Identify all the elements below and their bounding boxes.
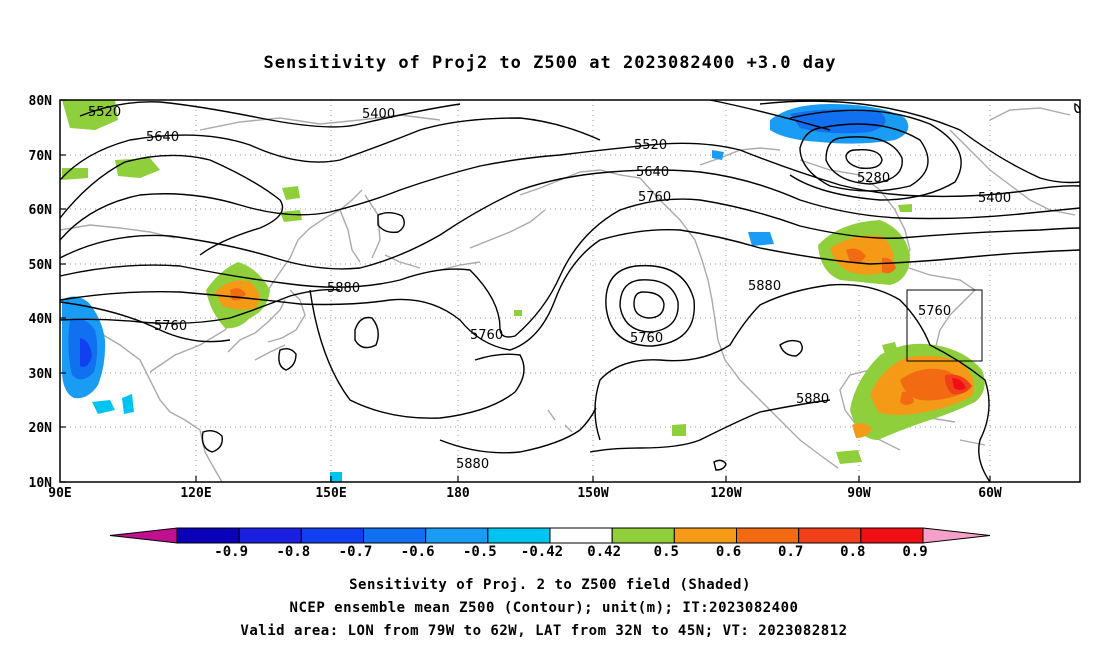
caption-line-1: Sensitivity of Proj. 2 to Z500 field (Sh… xyxy=(349,577,751,593)
lon-tick-labels: 90E 120E 150E 180 150W 120W 90W 60W xyxy=(48,486,1002,501)
contour-label: 5880 xyxy=(748,279,781,294)
sensitivity-shading xyxy=(62,100,985,482)
contour-label: 5520 xyxy=(634,138,667,153)
colorbar-swatch xyxy=(922,527,991,544)
colorbar-swatch xyxy=(549,527,613,544)
colorbar: -0.9 -0.8 -0.7 -0.6 -0.5 -0.42 0.42 0.5 0.6 0.7 0.… xyxy=(109,527,991,560)
lat-label: 10N xyxy=(29,476,53,491)
lat-label: 20N xyxy=(29,421,53,436)
contour-label: 5760 xyxy=(470,328,503,343)
colorbar-swatch xyxy=(300,527,365,544)
colorbar-label: -0.9 xyxy=(214,544,248,560)
figure-title: Sensitivity of Proj2 to Z500 at 20230824… xyxy=(264,53,837,73)
lat-label: 50N xyxy=(29,258,53,273)
contour-label: 5760 xyxy=(918,304,951,319)
coastlines xyxy=(59,107,1076,483)
colorbar-swatch xyxy=(176,527,240,544)
colorbar-swatches xyxy=(109,527,991,544)
lat-label: 80N xyxy=(29,94,53,109)
colorbar-label: 0.5 xyxy=(654,544,679,560)
lat-label: 60N xyxy=(29,203,53,218)
colorbar-label: 0.42 xyxy=(587,544,621,560)
contour-label: 5400 xyxy=(978,191,1011,206)
lon-label: 180 xyxy=(446,486,470,501)
colorbar-label: 0.9 xyxy=(902,544,927,560)
colorbar-label: 0.7 xyxy=(778,544,803,560)
map-panel: 5520 5640 5400 5520 5640 5760 5280 5400 … xyxy=(29,94,1081,501)
colorbar-label: -0.8 xyxy=(276,544,310,560)
colorbar-label: -0.42 xyxy=(521,544,563,560)
lon-label: 120E xyxy=(180,486,211,501)
colorbar-swatch xyxy=(798,527,862,544)
colorbar-label: -0.5 xyxy=(463,544,497,560)
colorbar-swatch xyxy=(109,527,178,544)
contour-label: 5880 xyxy=(327,281,360,296)
caption-line-3: Valid area: LON from 79W to 62W, LAT fro… xyxy=(240,623,847,639)
lat-label: 70N xyxy=(29,149,53,164)
lon-label: 150E xyxy=(315,486,346,501)
lon-label: 60W xyxy=(978,486,1002,501)
contour-label: 5760 xyxy=(638,190,671,205)
contour-label: 5880 xyxy=(796,392,829,407)
contour-label: 5640 xyxy=(146,130,179,145)
lat-tick-labels: 80N 70N 60N 50N 40N 30N 20N 10N xyxy=(29,94,53,491)
lon-label: 90E xyxy=(48,486,71,501)
colorbar-swatch xyxy=(673,527,737,544)
colorbar-swatch xyxy=(611,527,675,544)
lon-label: 150W xyxy=(577,486,608,501)
caption-line-2: NCEP ensemble mean Z500 (Contour); unit(… xyxy=(290,600,799,616)
contour-label: 5760 xyxy=(630,331,663,346)
lat-label: 30N xyxy=(29,367,53,382)
contour-label: 5400 xyxy=(362,107,395,122)
colorbar-swatch xyxy=(860,527,924,544)
map-frame xyxy=(59,99,1081,483)
lat-tick-marks xyxy=(60,99,991,483)
colorbar-labels: -0.9 -0.8 -0.7 -0.6 -0.5 -0.42 0.42 0.5 0.6 0.7 0.… xyxy=(214,544,927,560)
colorbar-swatch xyxy=(736,527,800,544)
z500-contours xyxy=(59,99,1081,483)
contour-label: 5640 xyxy=(636,165,669,180)
contour-label: 5520 xyxy=(88,105,121,120)
colorbar-swatch xyxy=(238,527,302,544)
contour-label: 5280 xyxy=(857,171,890,186)
colorbar-label: -0.6 xyxy=(401,544,435,560)
contour-labels: 5520 5640 5400 5520 5640 5760 5280 5400 … xyxy=(88,105,1011,472)
colorbar-label: 0.6 xyxy=(716,544,741,560)
valid-area-box xyxy=(906,289,983,362)
contour-label: 5760 xyxy=(154,319,187,334)
colorbar-swatch xyxy=(487,527,551,544)
contour-label: 5880 xyxy=(456,457,489,472)
colorbar-swatch xyxy=(425,527,489,544)
lat-label: 40N xyxy=(29,312,53,327)
colorbar-label: -0.7 xyxy=(339,544,373,560)
lon-label: 90W xyxy=(847,486,871,501)
lon-label: 120W xyxy=(710,486,741,501)
colorbar-label: 0.8 xyxy=(840,544,865,560)
colorbar-swatch xyxy=(363,527,427,544)
